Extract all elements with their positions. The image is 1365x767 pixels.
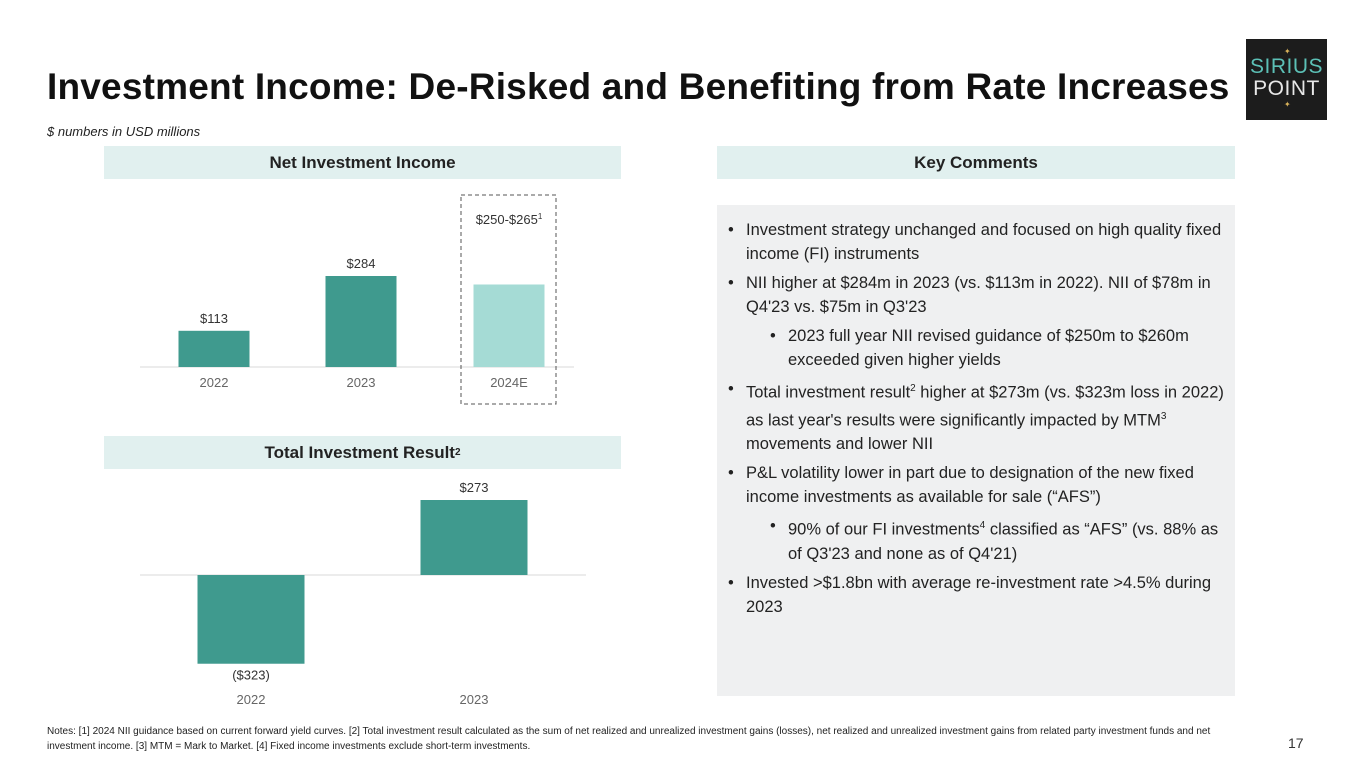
nii-guidance-outline <box>460 194 557 405</box>
comment-bullet: Total investment result2 higher at $273m… <box>726 377 1231 456</box>
comment-sub-bullet: 90% of our FI investments4 classified as… <box>726 514 1231 566</box>
nii-chart: $113 2022 $284 2023 $250-$2651 2024E <box>140 194 574 405</box>
comments-list: Investment strategy unchanged and focuse… <box>726 218 1231 624</box>
comment-bullet: P&L volatility lower in part due to desi… <box>726 461 1231 509</box>
tir-header-label: Total Investment Result <box>264 442 455 462</box>
nii-header-label: Net Investment Income <box>269 152 456 172</box>
comment-footnote-marker: 2 <box>910 383 916 394</box>
comment-sub-bullet: 2023 full year NII revised guidance of $… <box>726 324 1231 372</box>
comment-footnote-marker: 3 <box>1160 410 1167 422</box>
comments-header: Key Comments <box>717 146 1235 179</box>
nii-bar-2023 <box>325 276 397 367</box>
company-logo: ✦ SIRIUS POINT ✦ <box>1246 39 1327 120</box>
tir-x-tick-2023: 2023 <box>460 692 489 707</box>
logo-star-icon: ✦ <box>1284 100 1291 109</box>
tir-bar-2022 <box>197 575 305 664</box>
nii-bar-2024E <box>473 284 545 367</box>
nii-data-label-footnote: 1 <box>538 212 543 221</box>
comment-bullet: NII higher at $284m in 2023 (vs. $113m i… <box>726 271 1231 319</box>
footnotes: Notes: [1] 2024 NII guidance based on cu… <box>47 726 1211 752</box>
nii-x-tick-2024E: 2024E <box>490 375 528 390</box>
tir-data-label-2022: ($323) <box>232 668 270 683</box>
logo-star-icon: ✦ <box>1284 47 1291 56</box>
nii-header: Net Investment Income <box>104 146 621 179</box>
nii-x-tick-2022: 2022 <box>200 375 229 390</box>
nii-data-label-2023: $284 <box>347 256 376 271</box>
comment-bullet: Invested >$1.8bn with average re-investm… <box>726 571 1231 619</box>
tir-chart: ($323) 2022 $273 2023 <box>140 480 586 707</box>
comment-bullet: Investment strategy unchanged and focuse… <box>726 218 1231 266</box>
logo-line-2: POINT <box>1253 77 1320 100</box>
nii-x-tick-2023: 2023 <box>347 375 376 390</box>
nii-data-label-2022: $113 <box>200 311 228 326</box>
tir-bar-2023 <box>420 500 528 575</box>
comments-header-label: Key Comments <box>914 152 1038 172</box>
tir-data-label-2023: $273 <box>460 480 489 495</box>
tir-header-footnote: 2 <box>454 447 461 458</box>
nii-data-label-2024E: $250-$2651 <box>476 212 543 227</box>
units-note: $ numbers in USD millions <box>47 124 201 139</box>
tir-header: Total Investment Result 2 <box>104 436 621 469</box>
page-title: Investment Income: De-Risked and Benefit… <box>47 66 1230 107</box>
nii-bar-2022 <box>178 330 250 367</box>
tir-x-tick-2022: 2022 <box>237 692 266 707</box>
logo-line-1: SIRIUS <box>1249 55 1323 78</box>
comment-footnote-marker: 4 <box>979 520 986 531</box>
page-number: 17 <box>1288 735 1304 751</box>
